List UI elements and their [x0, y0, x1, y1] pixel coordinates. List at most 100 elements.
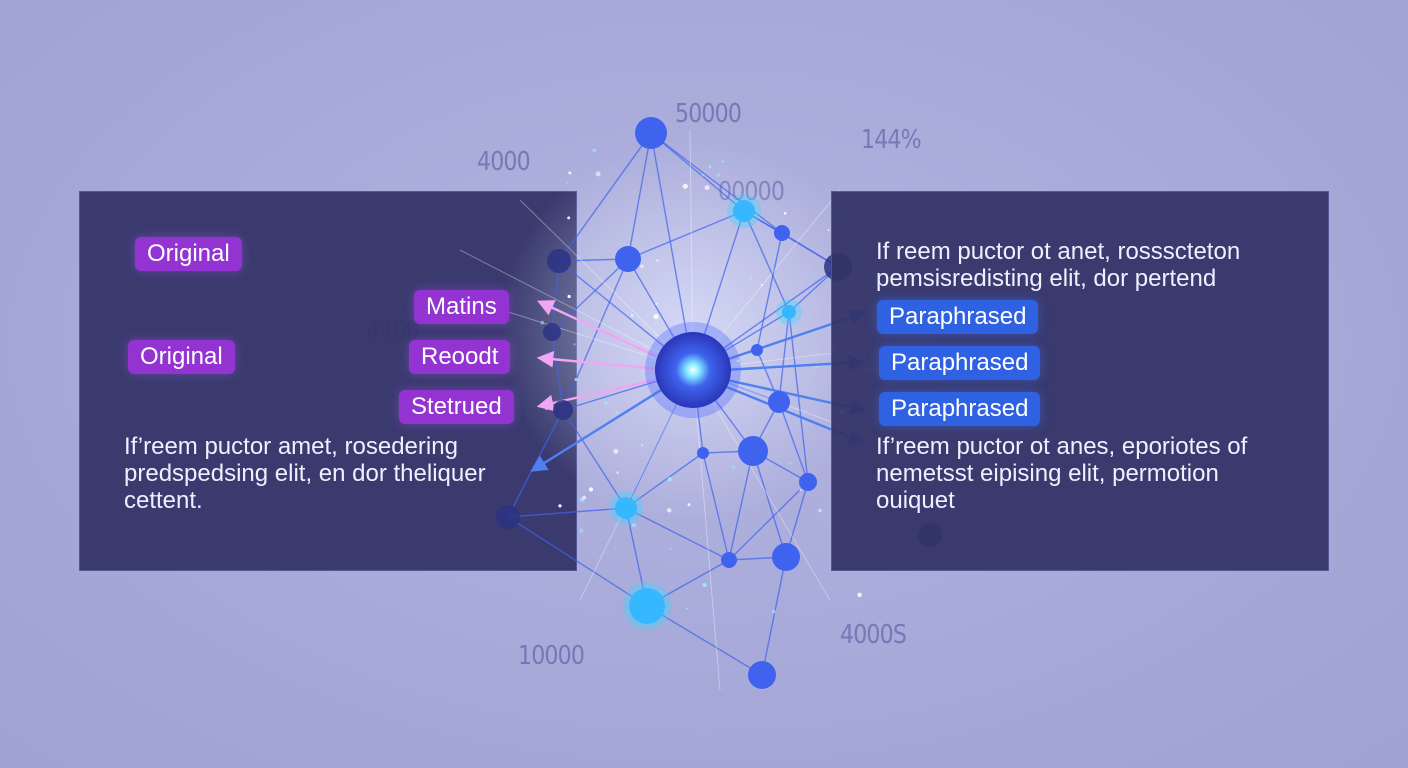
- sparkle: [640, 264, 644, 269]
- floating-number-10000: 10000: [518, 641, 585, 671]
- sparkle: [700, 418, 703, 421]
- paraphrased-text-line: ouiquet: [876, 487, 955, 514]
- matins-tag: Matins: [414, 290, 509, 324]
- network-node: [738, 436, 768, 466]
- network-edge: [650, 132, 694, 371]
- original-tag: Original: [128, 340, 235, 374]
- network-edge: [778, 311, 790, 403]
- sparkle: [716, 173, 720, 177]
- reoodt-tag: Reoodt: [409, 340, 511, 374]
- network-spoke: [519, 199, 694, 371]
- sparkle: [614, 547, 617, 550]
- network-edge: [788, 311, 809, 483]
- floating-number-4000: 4000: [477, 147, 531, 177]
- network-edge: [728, 450, 754, 561]
- sparkle: [667, 477, 673, 482]
- paraphrased-text-panel: [831, 191, 1329, 571]
- original-text-line: predspedsing elit, en dor theliquer: [124, 460, 486, 487]
- sparkle: [568, 171, 572, 175]
- sparkle: [573, 343, 576, 346]
- sparkle: [685, 607, 688, 610]
- network-node: [615, 497, 637, 519]
- network-node: [772, 543, 800, 571]
- sparkle: [760, 283, 763, 286]
- sparkle: [595, 171, 601, 177]
- sparkle: [656, 259, 659, 262]
- network-edge: [761, 556, 787, 676]
- network-spoke: [692, 369, 721, 691]
- network-edge: [743, 210, 790, 313]
- paraphrased-text-line: nemetsst eipising elit, permotion: [876, 460, 1219, 487]
- sparkle: [540, 320, 545, 325]
- core-node: [655, 332, 731, 408]
- sparkle: [722, 421, 725, 424]
- sparkle: [701, 173, 705, 177]
- sparkle: [783, 212, 787, 215]
- network-edge: [507, 516, 648, 607]
- network-edge: [558, 132, 652, 262]
- network-edge: [507, 507, 627, 518]
- sparkle: [558, 504, 562, 508]
- floating-number-50000: 50000: [675, 99, 742, 129]
- original-tag: Original: [135, 237, 242, 271]
- network-spoke: [692, 369, 831, 601]
- paraphrased-tag: Paraphrased: [877, 300, 1039, 334]
- sparkle: [721, 160, 725, 164]
- sparkle: [592, 148, 597, 153]
- sparkle: [799, 488, 803, 492]
- network-edge: [627, 132, 652, 260]
- sparkle: [708, 165, 712, 169]
- network-node: [782, 305, 796, 319]
- sparkle: [857, 592, 862, 598]
- sparkle: [655, 302, 658, 306]
- sparkle: [687, 503, 691, 507]
- network-edge: [650, 132, 745, 212]
- network-edge: [728, 481, 809, 561]
- sparkle: [704, 185, 710, 191]
- sparkle: [631, 523, 636, 527]
- sparkle: [772, 609, 776, 614]
- sparkle: [567, 216, 571, 220]
- network-spoke: [689, 129, 694, 371]
- paraphrased-text-line: pemsisredisting elit, dor pertend: [876, 265, 1217, 292]
- sparkle: [588, 487, 594, 492]
- network-edge: [551, 258, 629, 333]
- sparkle: [827, 229, 830, 231]
- paraphrased-text-line: If reem puctor ot anet, rossscteton: [876, 238, 1241, 265]
- network-node: [733, 200, 755, 222]
- network-node: [697, 447, 709, 459]
- network-edge: [778, 401, 809, 483]
- floating-number-144-percent: 144%: [861, 125, 922, 155]
- sparkle: [702, 583, 707, 588]
- sparkle: [578, 528, 584, 534]
- floating-number-4000s: 4000S: [840, 620, 907, 650]
- network-node: [748, 661, 776, 689]
- network-edge: [646, 605, 763, 676]
- network-edge: [650, 132, 783, 234]
- network-node: [768, 391, 790, 413]
- sparkle: [667, 508, 672, 513]
- network-node: [635, 117, 667, 149]
- network-spoke: [692, 189, 841, 371]
- paraphrased-tag: Paraphrased: [879, 392, 1041, 426]
- sparkle: [818, 508, 822, 513]
- sparkle: [613, 449, 619, 454]
- sparkle: [574, 378, 578, 381]
- network-node: [547, 249, 571, 273]
- network-edge: [756, 232, 783, 351]
- sparkle: [616, 471, 619, 474]
- sparkle: [789, 462, 792, 465]
- network-edge: [625, 507, 730, 561]
- network-node: [553, 400, 573, 420]
- sparkle: [749, 277, 753, 280]
- sparkle: [669, 547, 672, 550]
- sparkle: [582, 495, 587, 500]
- network-node: [496, 505, 520, 529]
- sparkle: [630, 314, 634, 317]
- network-node: [774, 225, 790, 241]
- sparkle: [653, 313, 659, 320]
- network-edge: [627, 210, 745, 260]
- network-node: [799, 473, 817, 491]
- sparkle: [567, 294, 571, 299]
